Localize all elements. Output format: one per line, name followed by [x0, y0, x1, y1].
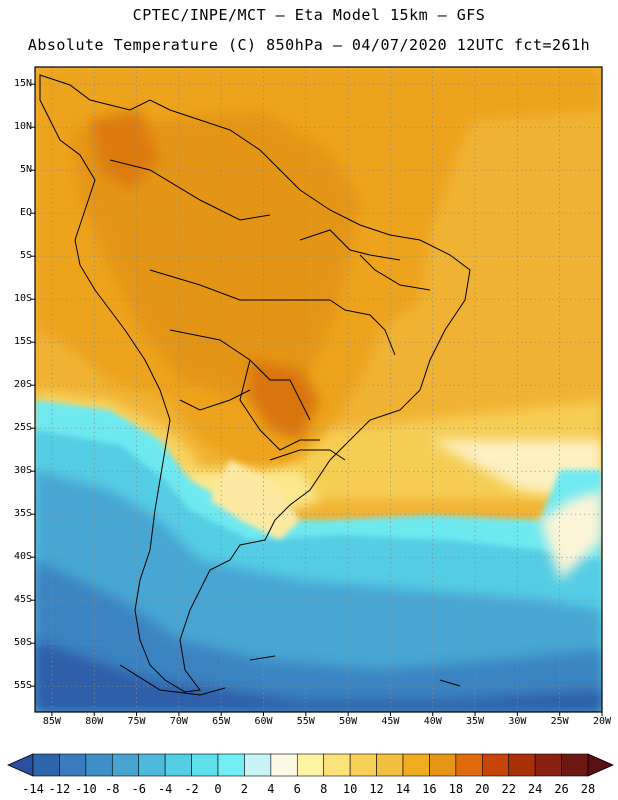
colorbar-swatch	[349, 753, 377, 777]
colorbar-label: 18	[448, 782, 464, 796]
colorbar-label: 6	[293, 782, 301, 796]
colorbar-swatch	[296, 753, 325, 777]
colorbar-swatch	[508, 753, 536, 777]
longitude-label: 25W	[550, 716, 569, 727]
colorbar-swatch	[455, 753, 483, 777]
colorbar-label: 0	[214, 782, 222, 796]
colorbar-swatch	[244, 753, 272, 777]
latitude-label: 25S	[13, 422, 32, 434]
longitude-label: 50W	[339, 716, 358, 727]
latitude-label: 35S	[13, 508, 32, 520]
coastline	[39, 74, 471, 696]
longitude-label: 35W	[466, 716, 485, 727]
colorbar-swatch	[323, 753, 351, 777]
colorbar-label: -12	[48, 782, 71, 796]
longitude-label: 55W	[296, 716, 315, 727]
colorbar-label: -4	[157, 782, 173, 796]
longitude-label: 60W	[254, 716, 273, 727]
colorbar-swatch	[191, 753, 219, 777]
colorbar-label: 4	[267, 782, 275, 796]
colorbar-swatch	[561, 753, 589, 777]
colorbar-label: -6	[131, 782, 146, 796]
graticule	[35, 67, 602, 712]
longitude-label: 45W	[381, 716, 400, 727]
longitude-label: 30W	[508, 716, 527, 727]
longitude-label: 40W	[423, 716, 442, 727]
colorbar-label: -14	[22, 782, 44, 796]
colorbar-label: 16	[422, 782, 437, 796]
colorbar-swatch	[138, 753, 166, 777]
latitude-label: 5S	[19, 250, 32, 262]
colorbar-label: -8	[105, 782, 120, 796]
colorbar-label: 22	[501, 782, 516, 796]
latitude-label: 20S	[13, 379, 32, 391]
colorbar-swatch	[85, 753, 113, 777]
colorbar-label: 12	[369, 782, 384, 796]
colorbar	[7, 753, 614, 777]
colorbar-label: 20	[475, 782, 490, 796]
colorbar-label: 10	[342, 782, 358, 796]
colorbar-swatch	[534, 753, 562, 777]
latitude-label: 15S	[13, 336, 32, 348]
latitude-label: 50S	[13, 637, 32, 649]
colorbar-swatch	[270, 753, 298, 777]
latitude-label: 55S	[13, 680, 32, 692]
colorbar-swatch	[402, 753, 430, 777]
longitude-label: 70W	[169, 716, 188, 727]
colorbar-label: -2	[184, 782, 199, 796]
longitude-label: 65W	[212, 716, 231, 727]
longitude-label: 75W	[127, 716, 146, 727]
map-title-line1: CPTEC/INPE/MCT – Eta Model 15km – GFS	[132, 6, 486, 24]
colorbar-swatch	[481, 753, 510, 777]
colorbar-label: 2	[240, 782, 249, 796]
colorbar-right-arrow	[587, 753, 614, 777]
colorbar-label: 26	[554, 782, 569, 796]
longitude-label: 85W	[42, 716, 61, 727]
latitude-label: 40S	[13, 551, 32, 563]
map-frame	[34, 66, 603, 713]
longitude-label: 80W	[85, 716, 104, 727]
temperature-field	[35, 67, 602, 712]
colorbar-swatch	[217, 753, 245, 777]
colorbar-swatch	[111, 753, 140, 777]
colorbar-swatch	[32, 753, 60, 777]
colorbar-label: 24	[527, 782, 543, 796]
latitude-label: 45S	[13, 594, 32, 606]
longitude-label: 20W	[592, 716, 612, 727]
colorbar-label: 8	[320, 782, 328, 796]
colorbar-left-arrow	[7, 753, 34, 777]
latitude-label: 10S	[13, 293, 32, 305]
latitude-label: 15N	[13, 78, 32, 90]
map-title-line2: Absolute Temperature (C) 850hPa – 04/07/…	[27, 36, 591, 54]
latitude-label: EQ	[19, 207, 32, 219]
colorbar-swatch	[429, 753, 457, 777]
latitude-label: 30S	[13, 465, 32, 477]
colorbar-label: 14	[395, 782, 411, 796]
colorbar-swatch	[376, 753, 404, 777]
colorbar-swatch	[164, 753, 192, 777]
colorbar-label: 28	[580, 782, 596, 796]
colorbar-swatch	[59, 753, 87, 777]
colorbar-label: -10	[75, 782, 97, 796]
latitude-label: 10N	[13, 121, 32, 133]
latitude-label: 5N	[19, 164, 32, 176]
